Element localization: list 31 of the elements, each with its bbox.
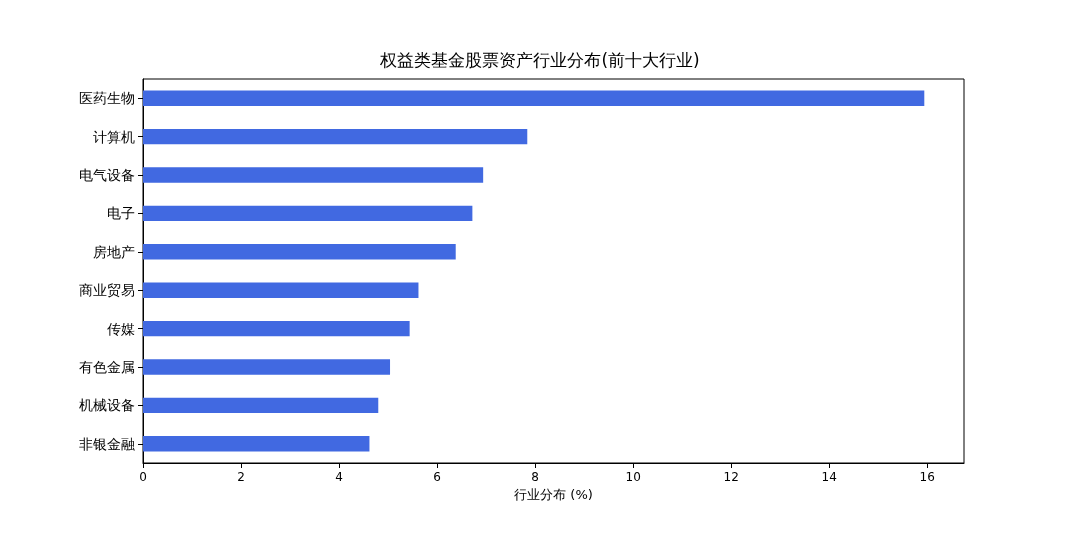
bar	[143, 436, 370, 452]
y-tick-label: 房地产	[93, 243, 135, 260]
bar	[143, 244, 456, 260]
bar	[143, 320, 410, 337]
chart-title: 权益类基金股票资产行业分布(前十大行业)	[379, 49, 700, 70]
y-tick-label: 医药生物	[79, 90, 135, 107]
y-tick-label: 传媒	[107, 320, 135, 337]
bar	[143, 205, 473, 222]
bar	[143, 90, 925, 106]
y-tick-label: 商业贸易	[79, 282, 135, 299]
y-tick-label: 非银金融	[79, 435, 135, 452]
x-tick-label: 0	[139, 470, 147, 484]
x-tick-label: 8	[531, 470, 539, 484]
y-tick-label: 电气设备	[79, 167, 135, 183]
x-tick-label: 4	[335, 470, 343, 484]
bar	[143, 167, 484, 183]
y-tick-label: 有色金属	[79, 359, 135, 375]
x-tick-label: 6	[433, 470, 441, 484]
x-tick-label: 10	[625, 470, 641, 484]
x-tick-label: 2	[237, 470, 245, 484]
y-tick-label: 计算机	[93, 128, 135, 145]
bar	[143, 397, 379, 414]
bar	[143, 359, 391, 375]
x-tick-label: 12	[723, 470, 739, 484]
x-axis-title: 行业分布 (%)	[514, 486, 593, 502]
bar	[143, 282, 419, 298]
x-tick-label: 14	[821, 470, 837, 484]
y-tick-label: 机械设备	[79, 397, 135, 414]
x-tick-label: 16	[919, 470, 935, 484]
y-tick-label: 电子	[107, 205, 135, 222]
bar	[143, 128, 528, 145]
